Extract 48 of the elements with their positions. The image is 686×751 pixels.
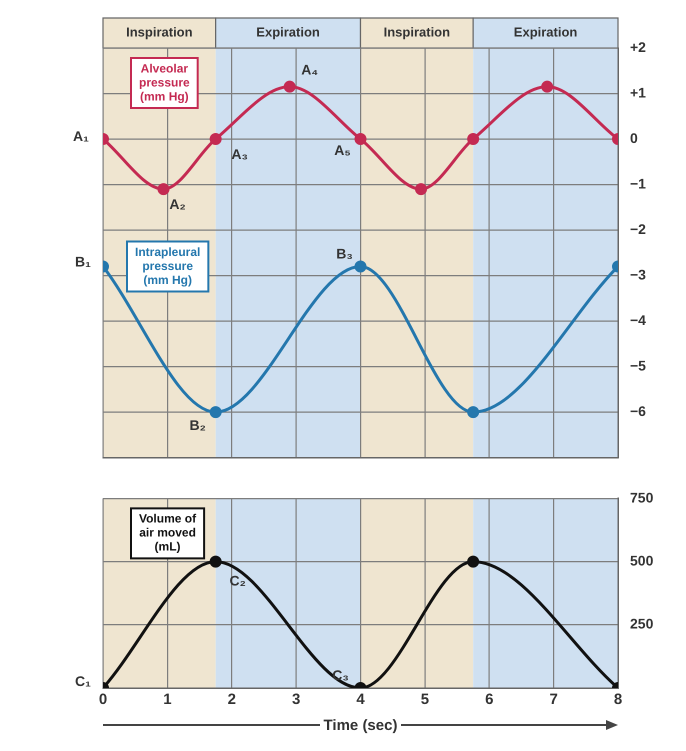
point — [467, 133, 480, 146]
y-tick-label: +1 — [630, 84, 646, 100]
series-label: Volume of air moved (mL) — [138, 512, 198, 554]
band-label: Expiration — [514, 24, 578, 40]
point — [415, 183, 428, 196]
point — [541, 80, 554, 93]
annotation: B₁ — [75, 253, 92, 270]
point — [210, 406, 222, 418]
annotation: B₃ — [336, 245, 353, 262]
point — [354, 133, 366, 146]
y-tick-label: 500 — [630, 552, 654, 568]
y-tick-label: 0 — [630, 130, 638, 146]
y-tick-label: −1 — [630, 175, 646, 192]
band-label: Inspiration — [384, 24, 450, 40]
point — [467, 406, 480, 418]
y-tick-label: −5 — [630, 357, 646, 374]
y-tick-label: 250 — [630, 616, 654, 632]
x-tick-label: 3 — [292, 691, 300, 708]
x-tick-label: 5 — [420, 691, 430, 708]
x-tick-label: 7 — [549, 691, 558, 708]
point — [158, 183, 170, 196]
annotation: A₅ — [334, 142, 351, 158]
band-label: Inspiration — [126, 24, 193, 40]
x-tick-label: 1 — [163, 691, 172, 708]
annotation: C₁ — [75, 672, 92, 689]
x-tick-label: 4 — [356, 691, 366, 708]
point — [210, 133, 222, 146]
point — [354, 260, 366, 272]
y-tick-label: −3 — [630, 266, 646, 282]
point — [284, 80, 296, 93]
x-tick-label: 6 — [485, 691, 494, 708]
y-tick-label: +2 — [630, 38, 646, 55]
annotation: C₃ — [332, 666, 349, 683]
annotation: B₂ — [189, 416, 206, 433]
x-tick-label: 2 — [228, 691, 236, 708]
annotation: A₁ — [73, 128, 90, 144]
x-tick-label: 8 — [614, 691, 622, 708]
y-tick-label: −4 — [630, 312, 646, 328]
x-tick-label: 0 — [98, 691, 108, 708]
text: Alveolar pressure (mm Hg) — [138, 61, 190, 104]
series-label: Intrapleural pressure (mm Hg) — [134, 244, 200, 287]
x-axis-title: Time (sec) — [322, 716, 398, 734]
y-tick-label: −2 — [630, 220, 646, 237]
y-tick-label: −6 — [630, 402, 646, 419]
band-label: Expiration — [256, 24, 320, 40]
annotation: A₂ — [169, 196, 186, 212]
annotation: A₄ — [301, 62, 318, 78]
y-tick-label: 750 — [630, 489, 654, 506]
